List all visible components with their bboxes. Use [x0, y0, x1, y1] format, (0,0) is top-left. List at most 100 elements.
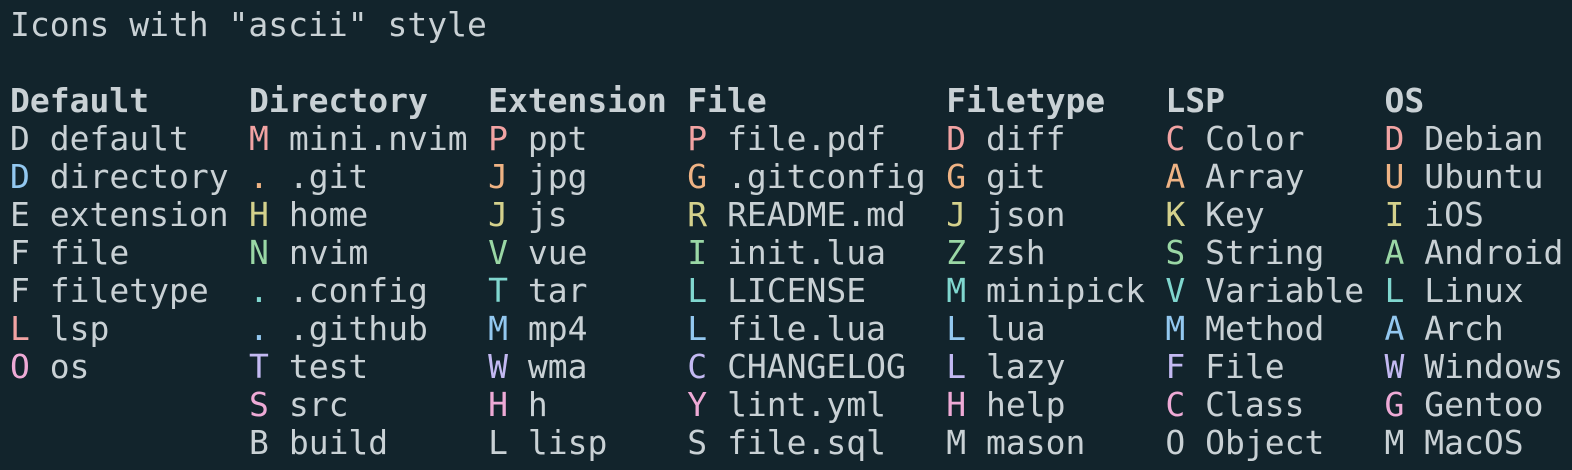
column-header: Directory — [249, 81, 428, 120]
ascii-icon: E — [10, 195, 30, 234]
item-label: minipick — [986, 271, 1145, 310]
item-label: file.sql — [727, 423, 887, 462]
ascii-icon: V — [488, 233, 508, 272]
ascii-icon: L — [488, 423, 508, 462]
list-item: M Method — [1165, 310, 1364, 348]
item-label: h — [527, 385, 548, 424]
item-label: file.lua — [727, 309, 887, 348]
ascii-icon: J — [488, 195, 508, 234]
list-item: R README.md — [687, 196, 925, 234]
item-label: Windows — [1424, 347, 1564, 386]
item-label: .gitconfig — [727, 157, 926, 196]
ascii-icon: M — [946, 271, 967, 310]
ascii-icon: . — [249, 309, 269, 348]
item-label: jpg — [527, 157, 588, 196]
ascii-icon: J — [488, 157, 508, 196]
list-item: U Ubuntu — [1384, 158, 1563, 196]
item-label: vue — [527, 233, 588, 272]
column-lsp: LSP C Color A Array K Key S String V Variable M Meth… — [1165, 82, 1364, 462]
ascii-icon: L — [1384, 271, 1405, 310]
ascii-icon: L — [10, 309, 30, 348]
list-item: . .config — [249, 272, 468, 310]
ascii-icon: C — [1165, 385, 1186, 424]
list-item: C Class — [1165, 386, 1364, 424]
item-label: Ubuntu — [1424, 157, 1544, 196]
list-item: V Variable — [1165, 272, 1364, 310]
item-label: diff — [986, 119, 1066, 158]
list-item: . .github — [249, 310, 468, 348]
ascii-icon: H — [488, 385, 508, 424]
list-item: A Android — [1384, 234, 1563, 272]
ascii-icon: N — [249, 233, 269, 272]
item-label: git — [986, 157, 1046, 196]
list-item: O Object — [1165, 424, 1364, 462]
column-header: Default — [10, 81, 150, 120]
ascii-icon: H — [946, 385, 967, 424]
list-item: F File — [1165, 348, 1364, 386]
ascii-icon: S — [249, 385, 269, 424]
list-item: L Linux — [1384, 272, 1563, 310]
ascii-icon: P — [687, 119, 708, 158]
ascii-icon: . — [249, 157, 269, 196]
ascii-icon: G — [1384, 385, 1405, 424]
ascii-icon: F — [10, 233, 30, 272]
item-label: mini.nvim — [288, 119, 468, 158]
item-label: Color — [1205, 119, 1305, 158]
item-label: File — [1205, 347, 1285, 386]
ascii-icon: O — [1165, 423, 1186, 462]
ascii-icon: M — [488, 309, 508, 348]
item-label: extension — [49, 195, 229, 234]
item-label: lint.yml — [727, 385, 887, 424]
ascii-icon: P — [488, 119, 508, 158]
ascii-icon: L — [687, 271, 708, 310]
item-label: default — [49, 119, 189, 158]
ascii-icon: U — [1384, 157, 1405, 196]
ascii-icon: B — [249, 423, 269, 462]
ascii-icon: M — [946, 423, 967, 462]
item-label: help — [986, 385, 1066, 424]
column-header: File — [687, 81, 767, 120]
list-item: K Key — [1165, 196, 1364, 234]
ascii-icon: K — [1165, 195, 1186, 234]
item-label: .git — [288, 157, 369, 196]
ascii-icon: O — [10, 347, 30, 386]
column-header: Extension — [488, 81, 667, 120]
list-item: W Windows — [1384, 348, 1563, 386]
item-label: MacOS — [1424, 423, 1524, 462]
ascii-icon: G — [946, 157, 967, 196]
list-item: A Array — [1165, 158, 1364, 196]
ascii-icon: W — [1384, 347, 1405, 386]
item-label: Method — [1205, 309, 1325, 348]
column-header: LSP — [1165, 81, 1225, 120]
list-item: A Arch — [1384, 310, 1563, 348]
item-label: wma — [527, 347, 588, 386]
item-label: tar — [527, 271, 588, 310]
item-label: home — [288, 195, 369, 234]
ascii-icon: I — [687, 233, 708, 272]
item-label: ppt — [527, 119, 588, 158]
item-label: Key — [1205, 195, 1265, 234]
ascii-icon: Y — [687, 385, 708, 424]
